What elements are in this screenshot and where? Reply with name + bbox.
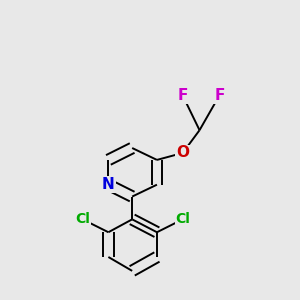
Text: F: F (214, 88, 224, 103)
Text: Cl: Cl (75, 212, 90, 226)
Text: N: N (102, 177, 115, 192)
Text: F: F (178, 88, 188, 103)
Text: O: O (176, 146, 189, 160)
Text: Cl: Cl (175, 212, 190, 226)
